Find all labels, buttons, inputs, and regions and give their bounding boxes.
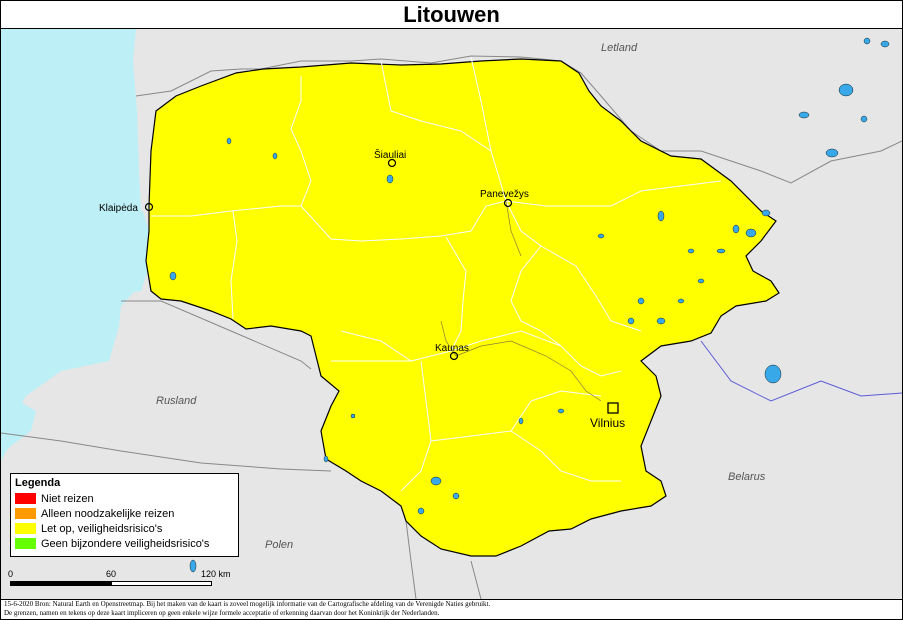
footer-line-disclaimer: De grenzen, namen en tekens op deze kaar… xyxy=(4,609,440,617)
scale-tick-120: 120 km xyxy=(201,569,231,579)
country-label-polen: Polen xyxy=(265,539,293,551)
legend-title: Legenda xyxy=(15,477,61,489)
city-label-panevezys: Panevežys xyxy=(480,189,529,200)
capital-marker-vilnius xyxy=(607,402,619,414)
baltic-sea xyxy=(1,29,141,461)
vistula-lagoon xyxy=(1,401,36,456)
city-label-siauliai: Šiauliai xyxy=(374,148,406,161)
russia-border-2 xyxy=(121,300,312,370)
scale-bar: 0 60 120 km xyxy=(8,569,240,589)
river-east xyxy=(700,340,902,402)
footer-credits: 15-6-2020 Bron: Natural Earth en Openstr… xyxy=(1,599,902,619)
legend-swatch-yellow xyxy=(15,523,36,534)
curonian-lagoon xyxy=(129,211,151,293)
country-label-belarus: Belarus xyxy=(728,471,766,483)
city-marker-kaunas xyxy=(449,351,459,361)
country-label-rusland: Rusland xyxy=(156,395,197,407)
city-marker-siauliai xyxy=(387,158,397,168)
rivers xyxy=(440,200,602,402)
legend-label: Let op, veiligheidsrisico's xyxy=(41,522,163,535)
poland-border xyxy=(405,520,417,599)
scale-segment-dark xyxy=(10,581,111,586)
scale-tick-0: 0 xyxy=(8,569,14,579)
scale-tick-60: 60 xyxy=(106,569,117,579)
legend-label: Niet reizen xyxy=(41,492,94,505)
title-bar: Litouwen xyxy=(1,1,902,29)
legend-item-alleen-noodzakelijk: Alleen noodzakelijke reizen xyxy=(15,506,234,521)
district-borders xyxy=(151,56,722,492)
belarus-border xyxy=(470,560,482,599)
country-label-letland: Letland xyxy=(601,42,638,54)
legend-swatch-green xyxy=(15,538,36,549)
legend-label: Geen bijzondere veiligheidsrisico's xyxy=(41,537,210,550)
city-label-klaipeda: Klaipėda xyxy=(99,203,138,214)
russia-border xyxy=(1,432,332,472)
city-label-vilnius: Vilnius xyxy=(590,416,625,430)
legend-swatch-orange xyxy=(15,508,36,519)
city-label-kaunas: Kaunas xyxy=(435,343,469,354)
legend-item-niet-reizen: Niet reizen xyxy=(15,491,234,506)
city-marker-panevezys xyxy=(503,198,513,208)
legend-item-let-op: Let op, veiligheidsrisico's xyxy=(15,521,234,536)
legend: Legenda Niet reizen Alleen noodzakelijke… xyxy=(10,473,239,557)
legend-item-geen-risico: Geen bijzondere veiligheidsrisico's xyxy=(15,536,234,551)
legend-label: Alleen noodzakelijke reizen xyxy=(41,507,175,520)
lakes xyxy=(169,37,890,573)
scale-segment-light xyxy=(111,581,212,586)
map-title: Litouwen xyxy=(403,2,500,27)
footer-line-source: 15-6-2020 Bron: Natural Earth en Openstr… xyxy=(4,600,491,608)
legend-swatch-red xyxy=(15,493,36,504)
city-marker-klaipeda xyxy=(144,202,154,212)
